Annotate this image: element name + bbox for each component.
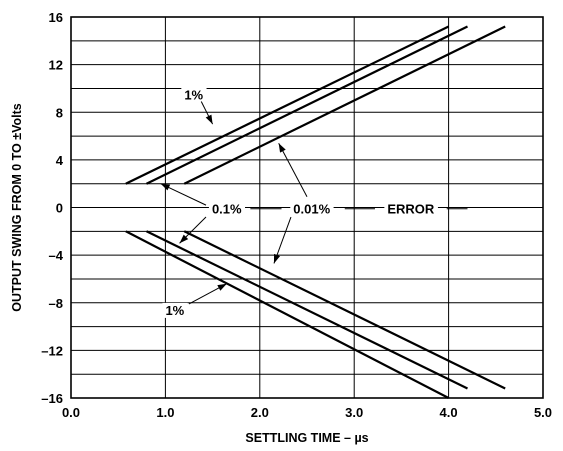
y-tick-label: 8 <box>56 105 63 120</box>
annotation-label: 0.01% <box>293 202 330 217</box>
y-tick-label: –16 <box>41 391 63 406</box>
y-tick-label: –8 <box>49 296 63 311</box>
x-tick-label: 0.0 <box>62 405 80 420</box>
x-tick-label: 3.0 <box>345 405 363 420</box>
x-tick-label: 1.0 <box>156 405 174 420</box>
annotation-label-bg <box>208 201 246 217</box>
series-lines <box>125 25 506 399</box>
arrowhead <box>278 143 286 153</box>
series-line <box>146 25 468 185</box>
annotation-label: 0.1% <box>212 202 242 217</box>
series-line <box>183 25 506 185</box>
y-tick-label: –12 <box>41 343 63 358</box>
x-tick-label: 5.0 <box>534 405 552 420</box>
series-line <box>146 230 468 390</box>
y-tick-label: 4 <box>56 153 64 168</box>
y-axis-label: OUTPUT SWING FROM 0 TO ±Volts <box>10 103 24 312</box>
plot-grid <box>71 17 543 398</box>
arrowhead <box>205 114 213 125</box>
annotation-label: ERROR <box>387 202 435 217</box>
y-tick-label: 16 <box>49 10 63 25</box>
series-line <box>183 230 506 390</box>
series-line <box>125 25 450 185</box>
x-tick-label: 2.0 <box>251 405 269 420</box>
y-tick-label: –4 <box>49 248 64 263</box>
x-tick-labels: 0.0 1.0 2.0 3.0 4.0 5.0 <box>62 405 552 420</box>
series-line <box>125 230 450 399</box>
y-tick-label: 0 <box>56 201 63 216</box>
annotation-label-bg <box>181 87 207 103</box>
x-axis-label: SETTLING TIME – µs <box>245 431 368 445</box>
y-tick-labels: 16 12 8 4 0 –4 –8 –12 –16 <box>41 10 63 406</box>
annotation-label-bg <box>162 302 188 318</box>
annotation-label: 1% <box>184 87 203 102</box>
x-tick-label: 4.0 <box>440 405 458 420</box>
plot-frame <box>70 16 544 399</box>
annotation-label: 1% <box>165 303 184 318</box>
point-zero-one-pct-up-leader <box>278 142 308 198</box>
y-tick-label: 12 <box>49 58 63 73</box>
annotations: 1% 0.1% 0.01% ERROR 1% <box>160 87 468 318</box>
arrowhead <box>179 234 189 244</box>
annotation-label-bg <box>290 201 334 217</box>
annotation-label-bg <box>384 201 438 217</box>
arrowhead <box>160 183 171 191</box>
arrowhead <box>273 253 281 264</box>
arrowhead <box>217 283 227 291</box>
